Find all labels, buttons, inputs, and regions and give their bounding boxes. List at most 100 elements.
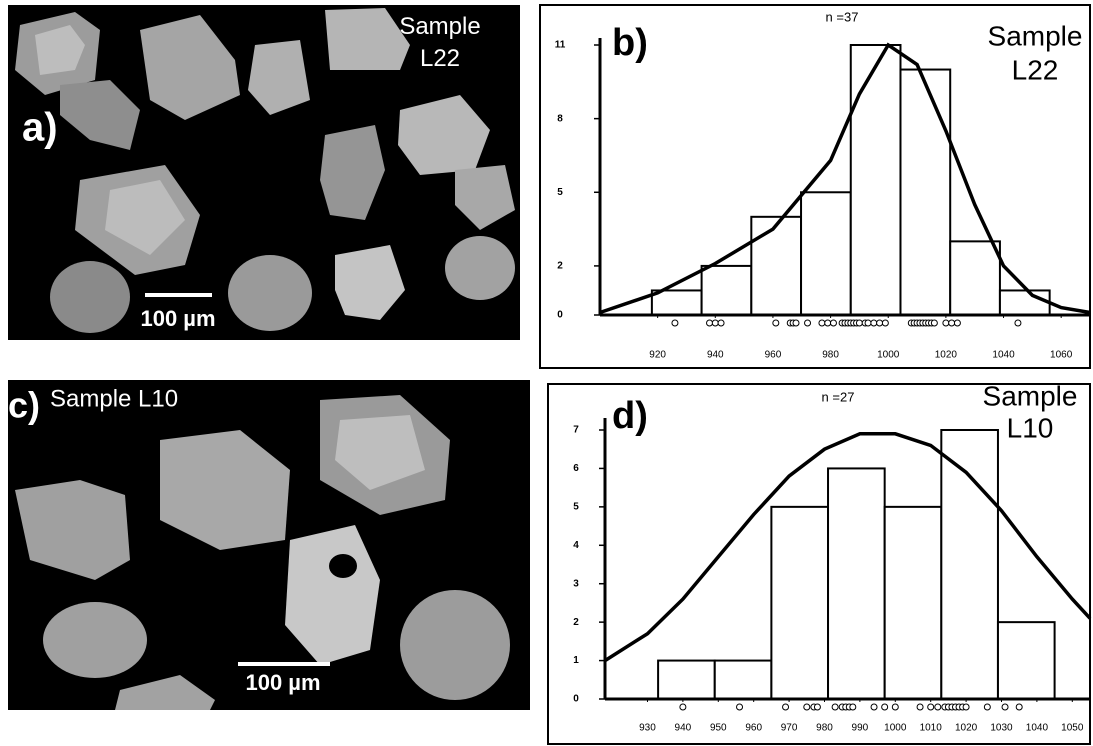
sample-point bbox=[928, 704, 934, 710]
x-tick-label: 930 bbox=[639, 723, 656, 734]
micrograph-c bbox=[8, 380, 530, 710]
sample-point bbox=[737, 704, 743, 710]
sample-point bbox=[804, 704, 810, 710]
bar bbox=[950, 241, 1000, 315]
y-tick-label: 6 bbox=[573, 463, 579, 474]
sample-label: Sample L10 bbox=[50, 385, 178, 412]
sample-point bbox=[819, 320, 825, 326]
x-tick-label: 960 bbox=[765, 350, 782, 361]
x-tick-label: 1050 bbox=[1061, 723, 1084, 734]
annotation: n =27 bbox=[822, 389, 855, 404]
x-tick-label: 1060 bbox=[1050, 350, 1073, 361]
sample-point bbox=[949, 320, 955, 326]
x-tick-label: 940 bbox=[707, 350, 724, 361]
sample-point bbox=[814, 704, 820, 710]
x-tick-label: 980 bbox=[822, 350, 839, 361]
sample-point bbox=[1002, 704, 1008, 710]
bar bbox=[702, 266, 752, 315]
sample-label: Sample bbox=[983, 380, 1078, 411]
bar bbox=[900, 70, 950, 315]
bar bbox=[1000, 290, 1050, 315]
x-tick-label: 980 bbox=[816, 723, 833, 734]
sample-point bbox=[805, 320, 811, 326]
sample-point bbox=[882, 320, 888, 326]
sample-point bbox=[707, 320, 713, 326]
bar bbox=[998, 622, 1055, 699]
scale-label: 100 µm bbox=[245, 670, 320, 695]
sample-point bbox=[718, 320, 724, 326]
bar bbox=[771, 507, 828, 699]
y-tick-label: 0 bbox=[557, 310, 563, 321]
x-tick-label: 950 bbox=[710, 723, 727, 734]
sample-label: L10 bbox=[1007, 412, 1054, 443]
y-tick-label: 1 bbox=[573, 655, 579, 666]
x-tick-label: 1020 bbox=[955, 723, 978, 734]
y-tick-label: 11 bbox=[555, 40, 566, 51]
sample-point bbox=[793, 320, 799, 326]
x-tick-label: 1000 bbox=[877, 350, 900, 361]
x-tick-label: 1010 bbox=[920, 723, 943, 734]
y-tick-label: 2 bbox=[573, 617, 579, 628]
sample-point bbox=[1015, 320, 1021, 326]
sample-point bbox=[830, 320, 836, 326]
sample-point bbox=[672, 320, 678, 326]
x-tick-label: 940 bbox=[675, 723, 692, 734]
sample-point bbox=[877, 320, 883, 326]
y-tick-label: 0 bbox=[573, 694, 579, 705]
sample-label: Sample bbox=[988, 20, 1083, 51]
sample-point bbox=[783, 704, 789, 710]
x-tick-label: 1030 bbox=[990, 723, 1013, 734]
x-tick-label: 1020 bbox=[935, 350, 958, 361]
sample-point bbox=[892, 704, 898, 710]
x-tick-label: 960 bbox=[745, 723, 762, 734]
y-tick-label: 3 bbox=[573, 578, 579, 589]
bar bbox=[851, 45, 901, 315]
y-tick-label: 4 bbox=[573, 540, 579, 551]
sample-point bbox=[825, 320, 831, 326]
x-tick-label: 970 bbox=[781, 723, 798, 734]
panel-label: a) bbox=[22, 106, 58, 150]
sample-point bbox=[943, 320, 949, 326]
panel-label: b) bbox=[612, 22, 648, 64]
bar bbox=[715, 661, 772, 699]
x-tick-label: 1040 bbox=[1026, 723, 1049, 734]
bar bbox=[751, 217, 801, 315]
bar bbox=[828, 468, 885, 699]
x-tick-label: 990 bbox=[852, 723, 869, 734]
sample-point bbox=[963, 704, 969, 710]
sample-point bbox=[1016, 704, 1022, 710]
figure: a) SampleL22 100 µm c) Sample L10 100 µm… bbox=[0, 0, 1093, 746]
sample-point bbox=[865, 320, 871, 326]
sample-point bbox=[871, 320, 877, 326]
bar bbox=[885, 507, 942, 699]
sample-point bbox=[871, 704, 877, 710]
bar bbox=[941, 430, 998, 699]
sample-point bbox=[850, 704, 856, 710]
scale-label: 100 µm bbox=[140, 306, 215, 331]
panel-label: d) bbox=[612, 395, 648, 437]
sample-point bbox=[712, 320, 718, 326]
sample-point bbox=[931, 320, 937, 326]
sample-point bbox=[856, 320, 862, 326]
panel-label: c) bbox=[8, 385, 40, 426]
sample-point bbox=[954, 320, 960, 326]
sample-point bbox=[882, 704, 888, 710]
y-tick-label: 7 bbox=[573, 425, 579, 436]
sample-point bbox=[680, 704, 686, 710]
y-tick-label: 2 bbox=[557, 261, 563, 272]
sample-point bbox=[773, 320, 779, 326]
sample-point bbox=[917, 704, 923, 710]
annotation: n =37 bbox=[826, 9, 859, 24]
sample-point bbox=[984, 704, 990, 710]
y-tick-label: 8 bbox=[557, 113, 563, 124]
x-tick-label: 920 bbox=[649, 350, 666, 361]
sample-label: L22 bbox=[1012, 54, 1059, 85]
bar bbox=[658, 661, 715, 699]
bar bbox=[652, 290, 702, 315]
y-tick-label: 5 bbox=[573, 501, 579, 512]
sample-point bbox=[832, 704, 838, 710]
bar bbox=[801, 192, 851, 315]
x-tick-label: 1000 bbox=[884, 723, 907, 734]
sample-point bbox=[935, 704, 941, 710]
y-tick-label: 5 bbox=[557, 187, 563, 198]
